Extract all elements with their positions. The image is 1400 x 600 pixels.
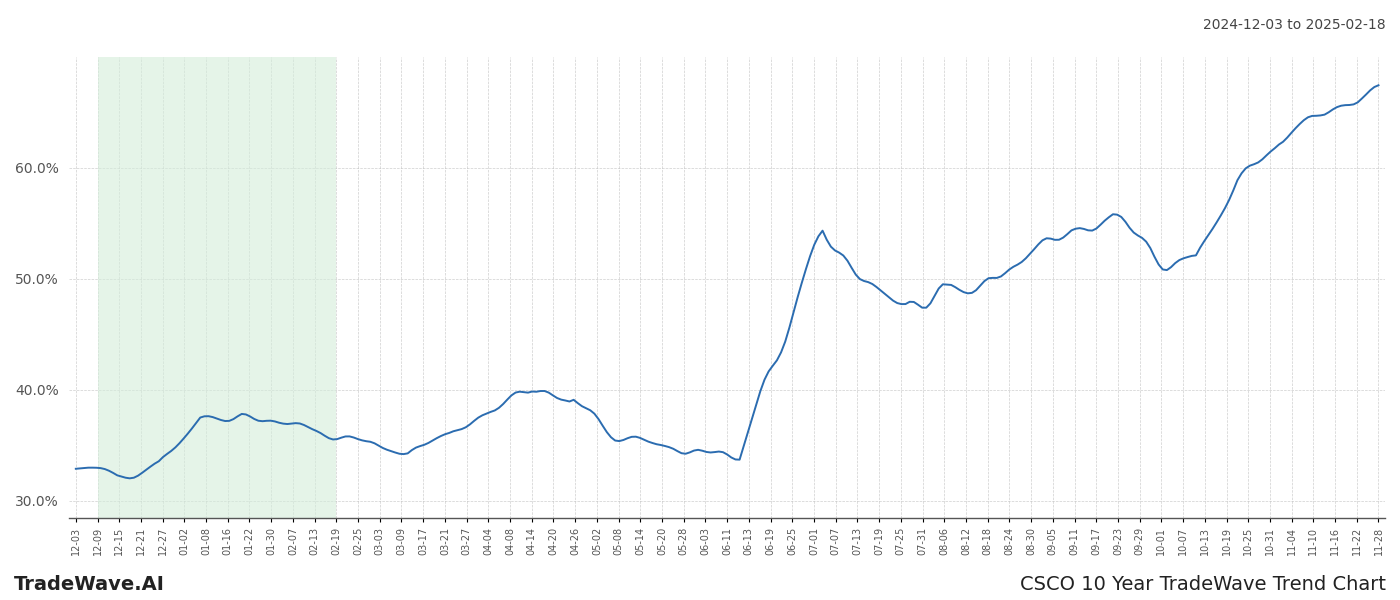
Bar (98, 57, 336, 518)
Text: 2024-12-03 to 2025-02-18: 2024-12-03 to 2025-02-18 (1204, 18, 1386, 32)
Text: TradeWave.AI: TradeWave.AI (14, 575, 165, 594)
Text: CSCO 10 Year TradeWave Trend Chart: CSCO 10 Year TradeWave Trend Chart (1021, 575, 1386, 594)
